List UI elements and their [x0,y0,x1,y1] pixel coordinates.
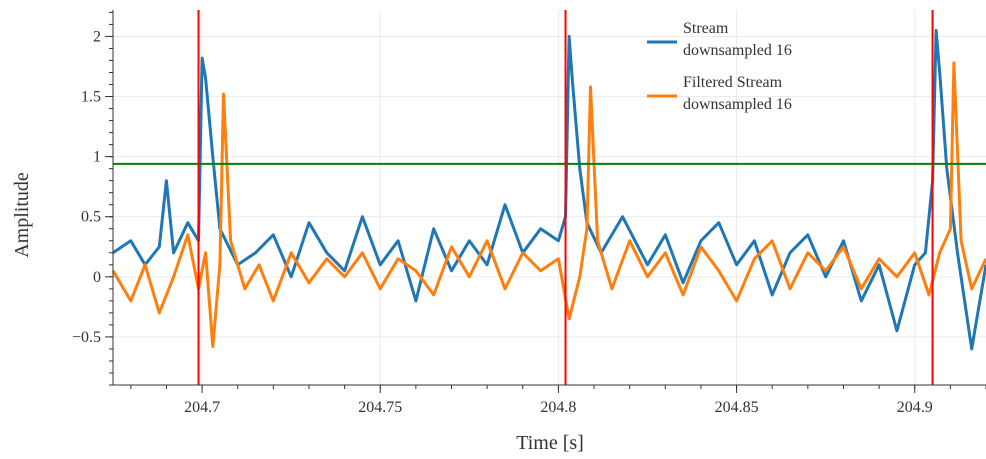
y-tick-label: 0 [93,269,101,286]
y-tick-label: 0.5 [81,209,101,226]
y-tick-label: 2 [93,28,101,45]
series-layer [111,28,986,351]
x-tick-label: 204.75 [358,399,402,416]
x-tick-label: 204.9 [897,399,933,416]
axes: 204.7 204.75 204.8 204.85 204.9 −0.5 0 0.5 1 1.5 2 [72,10,986,416]
reference-lines [113,10,986,385]
x-axis-label: Time [s] [516,432,584,454]
y-tick-label: 1 [93,149,101,166]
grid [113,10,986,385]
legend-label: downsampled 16 [683,42,792,59]
x-tick-label: 204.8 [540,399,576,416]
legend-label: Filtered Stream [683,74,783,91]
legend-label: downsampled 16 [683,96,792,113]
legend-label: Stream [683,20,729,37]
y-tick-label: −0.5 [72,329,101,346]
x-tick-label: 204.7 [184,399,220,416]
series-line-stream [112,28,986,351]
legend: Stream downsampled 16 Filtered Stream downs… [647,20,792,113]
y-axis-label: Amplitude [11,172,33,258]
y-tick-label: 1.5 [81,89,101,106]
x-tick-label: 204.85 [715,399,759,416]
series-line-filtered-stream [111,61,986,348]
